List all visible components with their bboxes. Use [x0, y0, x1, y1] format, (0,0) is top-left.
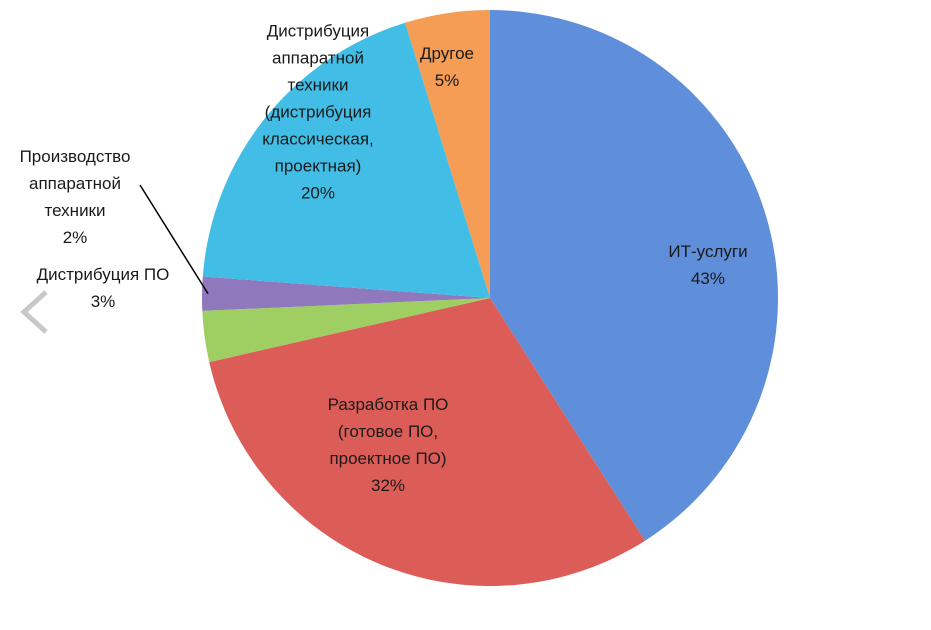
category-label: Другое [419, 44, 475, 63]
value-label: 43% [690, 269, 726, 288]
value-label: 32% [370, 476, 406, 495]
value-label: 3% [90, 292, 116, 311]
value-label: 2% [62, 228, 88, 247]
slice-label: Дистрибуция ПО 3% [37, 261, 170, 315]
slice-label: Разработка ПО (готовое ПО, проектное ПО)… [328, 391, 449, 499]
slice-label: ИТ-услуги 43% [668, 238, 747, 292]
category-label: Дистрибуция ПО [36, 265, 170, 284]
pie-slice [202, 298, 491, 363]
pie-slice [405, 10, 490, 298]
pie-slice [202, 276, 490, 311]
category-label: ИТ-услуги [668, 242, 748, 261]
pie-slice [202, 22, 491, 298]
pie-slice [209, 298, 646, 586]
value-label: 20% [300, 183, 336, 203]
category-label: Производство аппаратной техники [19, 147, 131, 220]
slice-label: Другое 5% [420, 40, 474, 94]
nav-back[interactable] [20, 290, 48, 334]
pie-slice [490, 10, 778, 541]
leader-line [139, 184, 209, 295]
slice-label: Производство аппаратной техники 2% [20, 143, 131, 251]
category-label: Разработка ПО (готовое ПО, проектное ПО) [327, 395, 449, 468]
category-label: Дистрибуция аппаратной техники (дистрибу… [262, 21, 374, 176]
slice-label: Дистрибуция аппаратной техники (дистрибу… [262, 18, 374, 207]
value-label: 5% [434, 71, 460, 90]
